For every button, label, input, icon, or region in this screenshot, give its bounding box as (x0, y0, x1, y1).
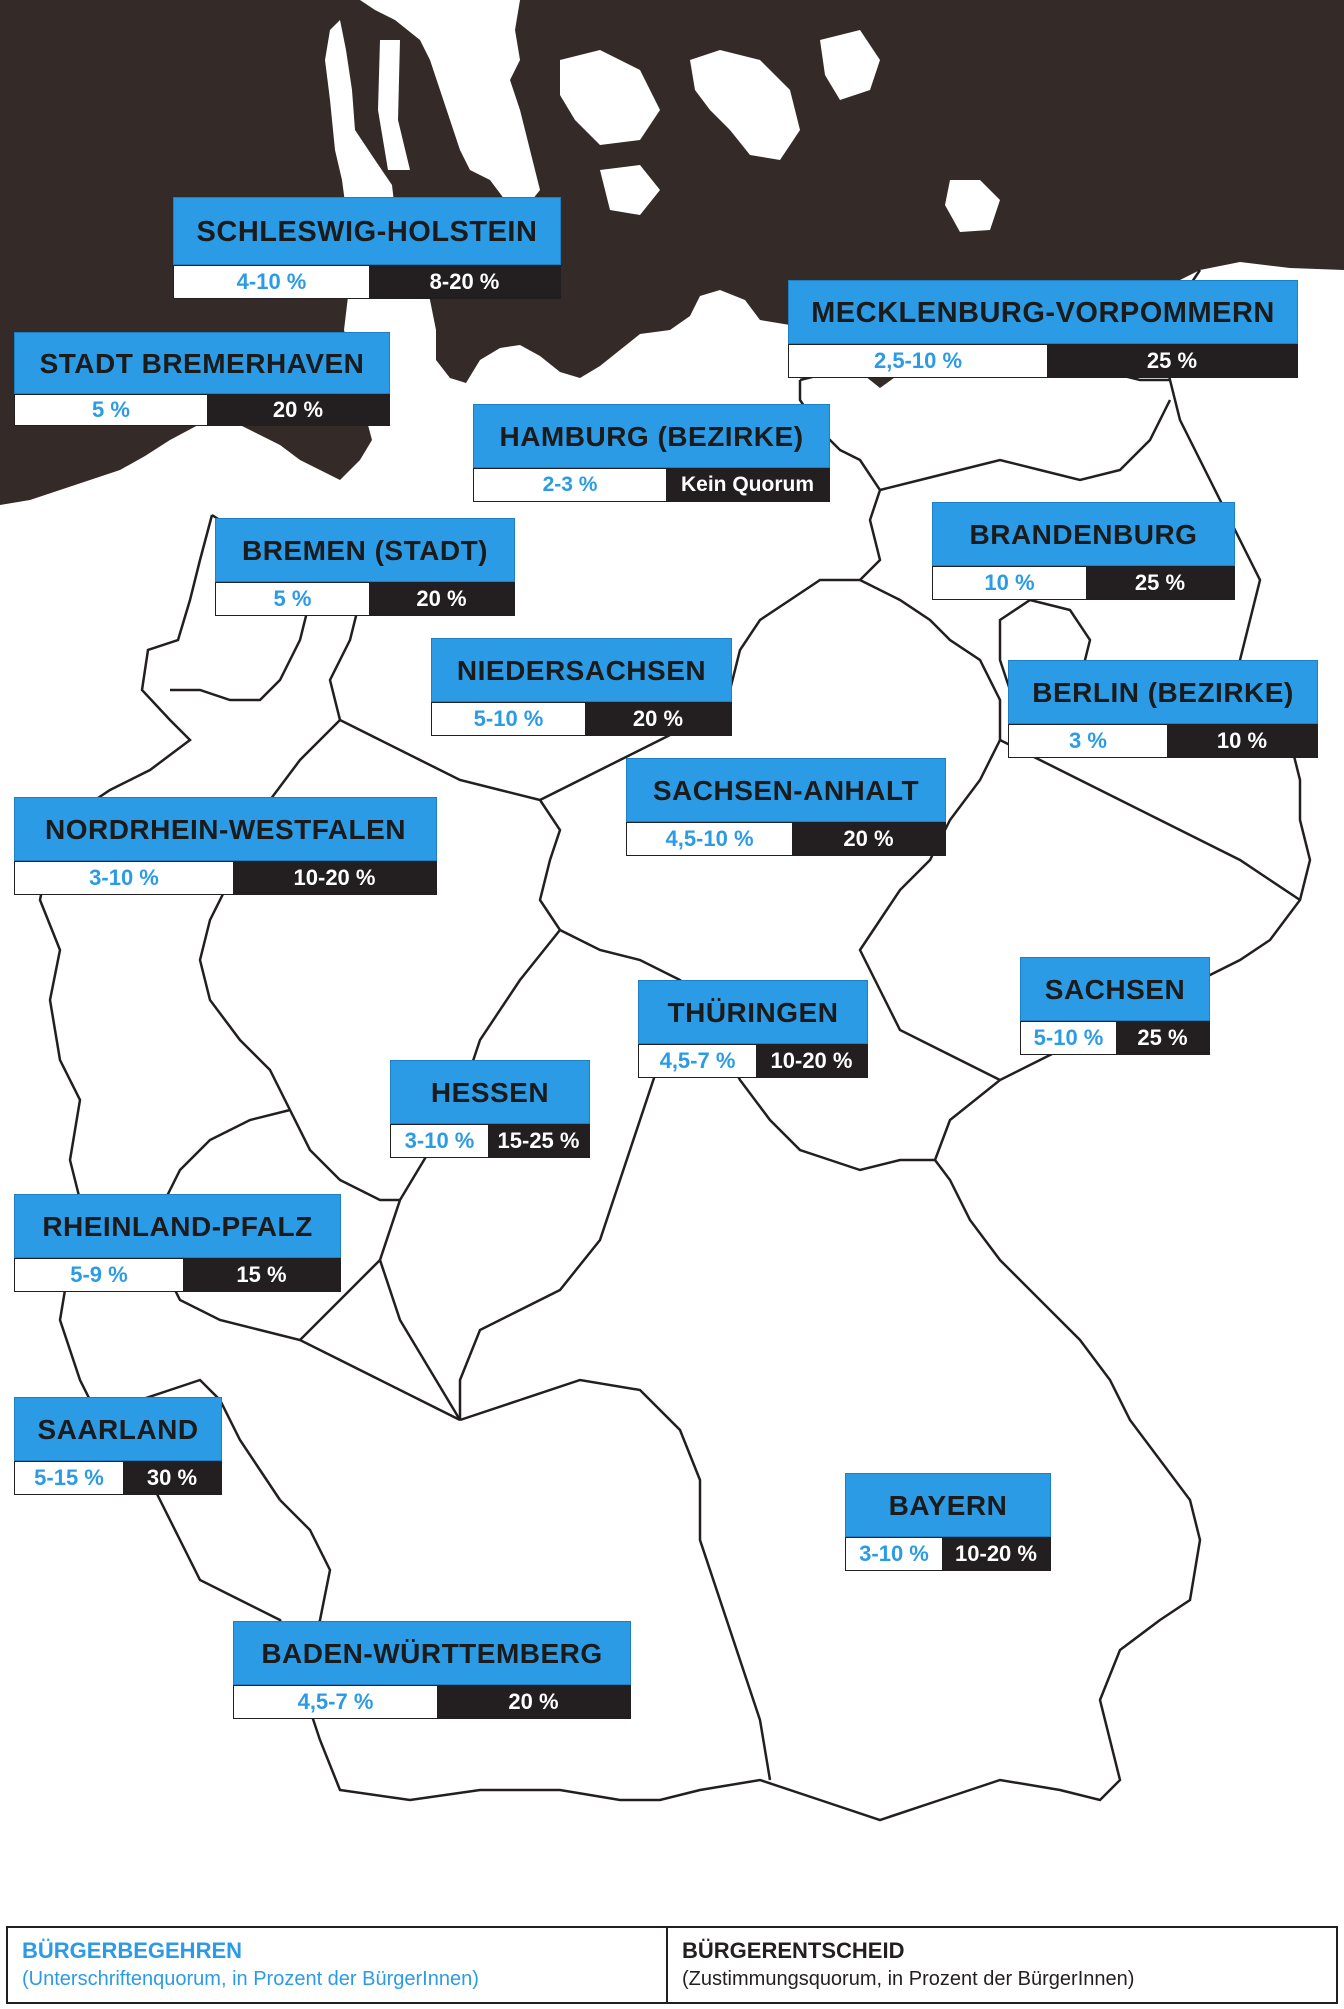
buergerbegehren-value: 5-9 % (15, 1259, 183, 1291)
buergerentscheid-value: 25 % (1047, 345, 1297, 377)
buergerentscheid-value: 20 % (369, 583, 514, 615)
quorum-values: 2-3 % Kein Quorum (473, 468, 830, 502)
legend-buergerbegehren: BÜRGERBEGEHREN (Unterschriftenquorum, in… (8, 1928, 668, 2002)
state-name: RHEINLAND-PFALZ (14, 1194, 341, 1258)
state-name: MECKLENBURG-VORPOMMERN (788, 280, 1298, 344)
quorum-values: 5 % 20 % (215, 582, 515, 616)
buergerbegehren-value: 5 % (216, 583, 369, 615)
state-label-nordrhein-westfalen: NORDRHEIN-WESTFALEN 3-10 % 10-20 % (14, 797, 437, 895)
state-name: HAMBURG (BEZIRKE) (473, 404, 830, 468)
legend: BÜRGERBEGEHREN (Unterschriftenquorum, in… (6, 1926, 1338, 2004)
buergerbegehren-value: 4-10 % (174, 266, 369, 298)
state-name: SACHSEN-ANHALT (626, 758, 946, 822)
buergerbegehren-value: 3-10 % (846, 1538, 942, 1570)
state-name: NIEDERSACHSEN (431, 638, 732, 702)
buergerentscheid-value: 20 % (207, 395, 389, 425)
buergerbegehren-value: 5 % (15, 395, 207, 425)
quorum-values: 3-10 % 15-25 % (390, 1124, 590, 1158)
buergerbegehren-value: 2-3 % (474, 469, 666, 501)
quorum-values: 3-10 % 10-20 % (14, 861, 437, 895)
buergerentscheid-value: 10-20 % (233, 862, 436, 894)
state-label-bayern: BAYERN 3-10 % 10-20 % (845, 1473, 1051, 1571)
buergerbegehren-value: 3 % (1009, 725, 1167, 757)
legend-right-subtitle: (Zustimmungsquorum, in Prozent der Bürge… (682, 1968, 1135, 1990)
quorum-values: 5-15 % 30 % (14, 1461, 222, 1495)
state-label-saarland: SAARLAND 5-15 % 30 % (14, 1397, 222, 1495)
state-name: SAARLAND (14, 1397, 222, 1461)
legend-left-title: BÜRGERBEGEHREN (22, 1938, 243, 1963)
buergerentscheid-value: 25 % (1086, 567, 1234, 599)
buergerentscheid-value: 25 % (1116, 1022, 1209, 1054)
state-label-mecklenburg-vorpommern: MECKLENBURG-VORPOMMERN 2,5-10 % 25 % (788, 280, 1298, 378)
quorum-values: 4,5-7 % 10-20 % (638, 1044, 868, 1078)
quorum-values: 5-10 % 20 % (431, 702, 732, 736)
state-label-bremen-stadt: BREMEN (STADT) 5 % 20 % (215, 518, 515, 616)
state-name: SCHLESWIG-HOLSTEIN (173, 197, 561, 265)
state-name: HESSEN (390, 1060, 590, 1124)
quorum-values: 5-9 % 15 % (14, 1258, 341, 1292)
legend-left-subtitle: (Unterschriftenquorum, in Prozent der Bü… (22, 1968, 479, 1990)
state-label-schleswig-holstein: SCHLESWIG-HOLSTEIN 4-10 % 8-20 % (173, 197, 561, 299)
state-label-sachsen: SACHSEN 5-10 % 25 % (1020, 957, 1210, 1055)
buergerentscheid-value: 8-20 % (369, 266, 560, 298)
buergerbegehren-value: 4,5-7 % (234, 1686, 437, 1718)
state-label-brandenburg: BRANDENBURG 10 % 25 % (932, 502, 1235, 600)
legend-buergerentscheid: BÜRGERENTSCHEID (Zustimmungsquorum, in P… (668, 1928, 1336, 2002)
buergerentscheid-value: 20 % (585, 703, 731, 735)
quorum-values: 5-10 % 25 % (1020, 1021, 1210, 1055)
buergerbegehren-value: 5-10 % (432, 703, 585, 735)
buergerbegehren-value: 3-10 % (15, 862, 233, 894)
state-label-hamburg-bezirke: HAMBURG (BEZIRKE) 2-3 % Kein Quorum (473, 404, 830, 502)
state-label-stadt-bremerhaven: STADT BREMERHAVEN 5 % 20 % (14, 332, 390, 426)
quorum-values: 2,5-10 % 25 % (788, 344, 1298, 378)
buergerbegehren-value: 2,5-10 % (789, 345, 1047, 377)
buergerentscheid-value: 10 % (1167, 725, 1317, 757)
state-name: SACHSEN (1020, 957, 1210, 1021)
buergerentscheid-value: 30 % (123, 1462, 221, 1494)
quorum-values: 4,5-7 % 20 % (233, 1685, 631, 1719)
quorum-values: 4-10 % 8-20 % (173, 265, 561, 299)
buergerentscheid-value: 15-25 % (488, 1125, 589, 1157)
state-label-berlin-bezirke: BERLIN (BEZIRKE) 3 % 10 % (1008, 660, 1318, 758)
state-name: NORDRHEIN-WESTFALEN (14, 797, 437, 861)
state-name: BREMEN (STADT) (215, 518, 515, 582)
buergerbegehren-value: 5-15 % (15, 1462, 123, 1494)
quorum-values: 3 % 10 % (1008, 724, 1318, 758)
state-name: BERLIN (BEZIRKE) (1008, 660, 1318, 724)
buergerentscheid-value: 15 % (183, 1259, 340, 1291)
state-label-hessen: HESSEN 3-10 % 15-25 % (390, 1060, 590, 1158)
state-label-thüringen: THÜRINGEN 4,5-7 % 10-20 % (638, 980, 868, 1078)
state-label-niedersachsen: NIEDERSACHSEN 5-10 % 20 % (431, 638, 732, 736)
quorum-values: 5 % 20 % (14, 394, 390, 426)
state-label-rheinland-pfalz: RHEINLAND-PFALZ 5-9 % 15 % (14, 1194, 341, 1292)
legend-right-title: BÜRGERENTSCHEID (682, 1938, 905, 1963)
state-name: BRANDENBURG (932, 502, 1235, 566)
quorum-values: 10 % 25 % (932, 566, 1235, 600)
buergerentscheid-value: 10-20 % (942, 1538, 1050, 1570)
buergerbegehren-value: 4,5-10 % (627, 823, 792, 855)
buergerbegehren-value: 10 % (933, 567, 1086, 599)
buergerbegehren-value: 5-10 % (1021, 1022, 1116, 1054)
state-label-baden-württemberg: BADEN-WÜRTTEMBERG 4,5-7 % 20 % (233, 1621, 631, 1719)
quorum-values: 4,5-10 % 20 % (626, 822, 946, 856)
state-name: THÜRINGEN (638, 980, 868, 1044)
buergerentscheid-value: 20 % (437, 1686, 630, 1718)
buergerentscheid-value: Kein Quorum (666, 469, 829, 501)
quorum-values: 3-10 % 10-20 % (845, 1537, 1051, 1571)
buergerbegehren-value: 3-10 % (391, 1125, 488, 1157)
buergerentscheid-value: 10-20 % (756, 1045, 867, 1077)
state-name: BADEN-WÜRTTEMBERG (233, 1621, 631, 1685)
buergerbegehren-value: 4,5-7 % (639, 1045, 756, 1077)
state-name: STADT BREMERHAVEN (14, 332, 390, 394)
buergerentscheid-value: 20 % (792, 823, 945, 855)
state-label-sachsen-anhalt: SACHSEN-ANHALT 4,5-10 % 20 % (626, 758, 946, 856)
state-name: BAYERN (845, 1473, 1051, 1537)
